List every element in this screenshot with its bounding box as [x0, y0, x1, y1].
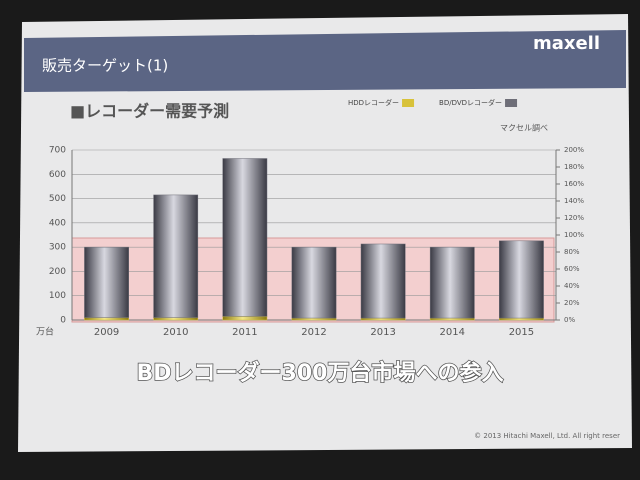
y-tick-label: 400 [49, 218, 66, 228]
y2-tick-label: 140% [564, 197, 584, 205]
y-tick-label: 500 [49, 194, 66, 204]
y2-tick-label: 100% [564, 231, 584, 239]
header-title: 販売ターゲット(1) [42, 57, 168, 75]
x-tick-label: 2012 [301, 327, 326, 338]
bar [360, 317, 406, 321]
y2-tick-label: 60% [564, 265, 580, 273]
y2-tick-label: 120% [564, 214, 584, 222]
bar [153, 317, 199, 321]
y-unit: 万台 [36, 326, 54, 338]
bar [429, 246, 475, 319]
y-tick-label: 100 [49, 291, 66, 301]
bar [429, 317, 475, 321]
legend-label: HDDレコーダー [348, 98, 399, 107]
legend-label: BD/DVDレコーダー [439, 98, 502, 107]
x-tick-label: 2014 [440, 327, 465, 338]
y-tick-label: 700 [49, 146, 66, 156]
bar [360, 243, 406, 319]
y2-tick-label: 0% [564, 316, 575, 324]
slide [18, 14, 632, 452]
bar [499, 240, 544, 319]
y2-tick-label: 40% [564, 282, 580, 290]
copyright: © 2013 Hitachi Maxell, Ltd. All right re… [474, 432, 620, 440]
x-tick-label: 2010 [163, 327, 188, 338]
y2-tick-label: 160% [564, 180, 584, 188]
header-bar [24, 30, 626, 92]
message: BDレコーダー300万台市場への参入 [137, 360, 504, 386]
y2-tick-label: 200% [564, 146, 584, 154]
y2-tick-label: 180% [564, 163, 584, 171]
legend-swatch [505, 99, 518, 107]
source: マクセル調べ [500, 123, 548, 133]
x-tick-label: 2015 [509, 327, 534, 338]
x-tick-label: 2011 [232, 327, 257, 338]
logo: maxell [533, 33, 600, 54]
y-tick-label: 0 [60, 316, 66, 326]
bar [84, 317, 129, 321]
legend-swatch [402, 99, 415, 107]
y2-tick-label: 20% [564, 299, 580, 307]
y2-tick-label: 80% [564, 248, 580, 256]
bar [291, 246, 337, 319]
x-tick-label: 2009 [94, 327, 119, 338]
bar [222, 316, 268, 321]
bar [291, 317, 337, 321]
y-tick-label: 600 [49, 170, 66, 180]
bar [84, 246, 129, 318]
bar [222, 158, 268, 317]
y-tick-label: 300 [49, 243, 66, 253]
y-tick-label: 200 [49, 267, 66, 277]
bar [499, 317, 544, 321]
x-tick-label: 2013 [370, 327, 395, 338]
bar [153, 194, 199, 318]
chart-title: ■レコーダー需要予測 [70, 102, 229, 121]
